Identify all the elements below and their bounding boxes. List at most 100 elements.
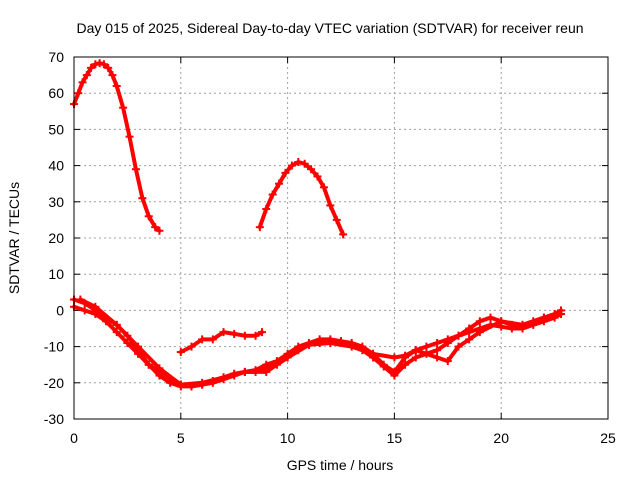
series-group	[70, 59, 566, 391]
series-line	[72, 304, 563, 389]
data-point	[454, 331, 463, 340]
x-axis-title: GPS time / hours	[287, 457, 394, 473]
data-point	[390, 353, 399, 362]
grid	[74, 57, 608, 419]
data-point	[339, 230, 348, 239]
data-point	[347, 342, 356, 351]
x-tick-label: 20	[493, 430, 509, 446]
data-point	[313, 172, 322, 181]
data-point	[119, 103, 128, 112]
data-point	[465, 324, 474, 333]
plot-frame	[73, 56, 609, 420]
data-point	[486, 313, 495, 322]
data-point	[307, 165, 316, 174]
data-point	[108, 71, 117, 80]
data-point	[219, 328, 228, 337]
data-point	[411, 346, 420, 355]
data-point	[134, 342, 143, 351]
data-point	[433, 353, 442, 362]
data-point	[557, 310, 566, 319]
data-point	[475, 328, 484, 337]
data-point	[230, 329, 239, 338]
y-tick-label: 70	[48, 49, 64, 65]
data-point	[281, 168, 290, 177]
data-point	[443, 357, 452, 366]
data-point	[326, 201, 335, 210]
axis-ticks: 0 5 10 15 20 25 -30 -20 -10 0 10 20 30 40 50 60 70	[44, 49, 616, 446]
x-tick-label: 5	[177, 430, 185, 446]
series-arc-6	[76, 295, 566, 389]
data-point	[268, 190, 277, 199]
data-point	[379, 362, 388, 371]
data-point	[144, 360, 153, 369]
data-point	[125, 132, 134, 141]
y-tick-label: -10	[44, 339, 64, 355]
y-tick-label: 20	[48, 230, 64, 246]
data-point	[80, 306, 89, 315]
series-line	[78, 297, 563, 387]
data-point	[87, 63, 96, 72]
data-point	[78, 78, 87, 87]
y-tick-label: 30	[48, 194, 64, 210]
data-point	[219, 373, 228, 382]
x-tick-label: 10	[280, 430, 296, 446]
data-point	[112, 328, 121, 337]
y-tick-label: 60	[48, 85, 64, 101]
x-tick-label: 0	[70, 430, 78, 446]
data-point	[144, 212, 153, 221]
data-point	[176, 348, 185, 357]
data-point	[422, 342, 431, 351]
data-point	[251, 331, 260, 340]
data-point	[326, 338, 335, 347]
series-line	[178, 330, 264, 354]
data-point	[497, 317, 506, 326]
data-point	[287, 161, 296, 170]
data-point	[91, 60, 100, 69]
data-point	[304, 340, 313, 349]
data-point	[518, 320, 527, 329]
data-point	[187, 342, 196, 351]
data-point	[475, 317, 484, 326]
y-tick-label: -20	[44, 375, 64, 391]
x-tick-label: 15	[387, 430, 403, 446]
data-point	[275, 179, 284, 188]
data-point	[411, 353, 420, 362]
data-point	[112, 81, 121, 90]
data-point	[454, 342, 463, 351]
data-point	[155, 364, 164, 373]
chart-title: Day 015 of 2025, Sidereal Day-to-day VTE…	[76, 20, 583, 36]
data-point	[539, 313, 548, 322]
data-point	[262, 205, 271, 214]
data-point	[151, 223, 160, 232]
data-point	[433, 346, 442, 355]
y-tick-label: 40	[48, 158, 64, 174]
y-axis-title: SDTVAR / TECUs	[6, 182, 22, 294]
data-point	[131, 165, 140, 174]
data-point	[257, 328, 266, 337]
data-point	[104, 63, 113, 72]
series-arc-1	[70, 59, 164, 235]
data-point	[155, 226, 164, 235]
data-point	[401, 351, 410, 360]
x-tick-label: 25	[600, 430, 616, 446]
data-point	[465, 335, 474, 344]
series-arc-2	[255, 157, 348, 239]
data-point	[198, 335, 207, 344]
data-point	[102, 317, 111, 326]
data-point	[369, 349, 378, 358]
y-tick-label: 10	[48, 266, 64, 282]
data-point	[433, 338, 442, 347]
data-point	[255, 223, 264, 232]
data-point	[208, 335, 217, 344]
data-point	[390, 371, 399, 380]
y-tick-label: 50	[48, 121, 64, 137]
data-point	[91, 310, 100, 319]
data-point	[240, 331, 249, 340]
data-point	[294, 157, 303, 166]
data-point	[283, 353, 292, 362]
y-tick-label: 0	[56, 302, 64, 318]
data-point	[443, 338, 452, 347]
data-point	[332, 215, 341, 224]
data-point	[76, 295, 85, 304]
